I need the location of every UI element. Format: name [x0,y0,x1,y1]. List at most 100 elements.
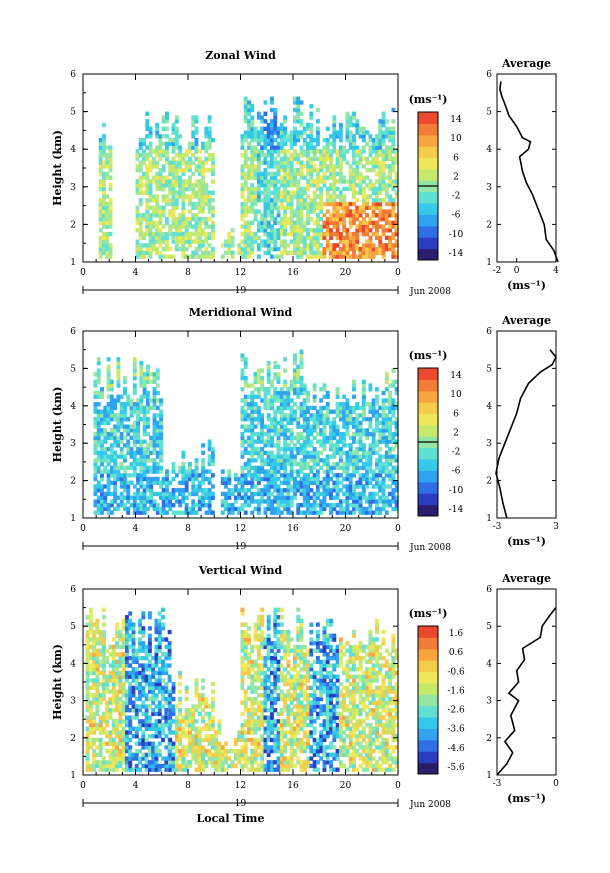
heatmap-cell [138,719,143,724]
heatmap-cell [250,484,255,489]
heatmap-cell [355,168,360,173]
heatmap-cell [194,491,199,497]
heatmap-cell [352,383,356,388]
heatmap-cell [270,473,274,478]
heatmap-cell [325,164,330,169]
heatmap-cell [100,488,104,493]
heatmap-cell [348,175,353,180]
heatmap-cell [123,417,127,422]
heatmap-cell [250,107,255,113]
heatmap-cell [329,469,333,474]
heatmap-cell [391,435,396,441]
heatmap-cell [309,149,314,154]
heatmap-cell [115,667,120,672]
heatmap-cell [113,495,118,500]
heatmap-cell [142,431,147,437]
heatmap-cell [194,141,199,147]
heatmap-cell [270,119,274,124]
heatmap-cell [299,488,304,493]
heatmap-cell [338,480,343,485]
heatmap-cell [168,254,173,259]
heatmap-cell [240,209,245,214]
heatmap-cell [256,417,261,422]
heatmap-cell [270,402,274,407]
heatmap-cell [220,469,225,474]
heatmap-cell [253,134,258,139]
heatmap-cell [299,201,304,207]
heatmap-cell [243,499,248,504]
heatmap-cell [243,134,248,139]
heatmap-cell [388,424,393,429]
heatmap-cell [296,160,301,165]
heatmap-cell [322,405,327,411]
heatmap-cell [165,510,169,515]
heatmap-cell [335,503,340,508]
heatmap-cell [296,431,301,437]
heatmap-cell [85,678,90,683]
heatmap-cell [167,726,172,731]
heatmap-cell [144,722,149,728]
heatmap-cell [141,752,146,757]
heatmap-cell [96,394,101,399]
heatmap-cell [355,417,360,422]
colorbar-tick-label: 2 [453,428,459,438]
heatmap-cell [394,405,399,411]
heatmap-cell [332,198,337,203]
heatmap-cell [365,168,370,173]
heatmap-cell [293,119,297,124]
heatmap-cell [134,763,139,769]
heatmap-cell [197,190,202,195]
heatmap-cell [365,469,370,474]
heatmap-cell [210,190,215,195]
heatmap-cell [148,243,153,248]
heatmap-cell [243,137,248,143]
heatmap-cell [365,510,370,515]
heatmap-cell [283,446,288,452]
heatmap-cell [151,246,156,252]
heatmap-cell [108,168,113,173]
heatmap-cell [322,387,327,392]
heatmap-cell [394,216,399,222]
heatmap-cell [240,473,245,478]
heatmap-cell [332,205,337,210]
heatmap-cell [210,235,215,241]
heatmap-cell [348,473,353,478]
heatmap-cell [296,115,301,120]
heatmap-cell [384,372,389,377]
heatmap-cell [142,503,147,508]
heatmap-cell [148,179,153,184]
heatmap-cell [125,760,129,765]
heatmap-cell [253,499,258,504]
heatmap-cell [302,224,307,229]
heatmap-cell [210,168,215,173]
heatmap-cell [247,413,251,418]
heatmap-cell [118,696,123,702]
heatmap-cell [113,488,118,493]
heatmap-cell [283,476,288,482]
heatmap-cell [306,134,311,139]
heatmap-cell [144,760,149,765]
heatmap-cell [384,246,389,252]
heatmap-cell [146,499,150,504]
heatmap-cell [293,488,297,493]
heatmap-cell [207,156,212,162]
heatmap-cell [384,435,389,441]
heatmap-cell [319,190,324,195]
heatmap-cell [210,231,215,237]
heatmap-cell [178,469,183,474]
heatmap-cell [85,748,90,754]
heatmap-cell [250,398,255,403]
heatmap-cell [352,431,356,437]
heatmap-cell [322,488,327,493]
heatmap-cell [371,156,376,162]
heatmap-cell [329,198,333,203]
heatmap-cell [106,461,111,467]
heatmap-cell [108,149,113,154]
heatmap-cell [293,360,297,366]
heatmap-cell [100,409,104,414]
heatmap-cell [266,137,271,143]
heatmap-cell [247,164,251,169]
heatmap-cell [279,254,284,259]
heatmap-cell [263,243,268,248]
heatmap-cell [152,465,157,470]
